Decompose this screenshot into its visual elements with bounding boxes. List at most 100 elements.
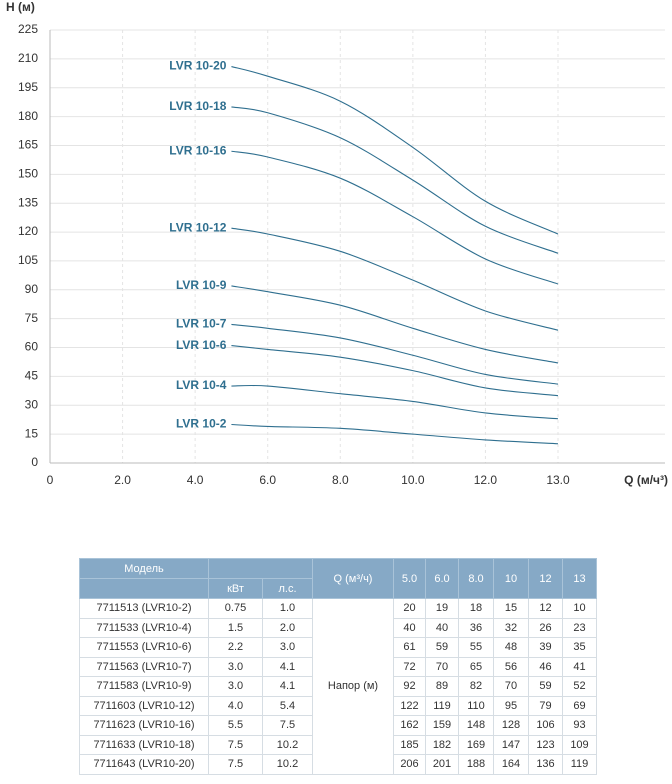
table-cell: 4.1 (262, 656, 313, 677)
y-tick-label: 135 (18, 195, 38, 209)
table-cell: 169 (458, 734, 494, 755)
table-cell: 23 (562, 617, 597, 638)
table-cell: 70 (493, 676, 529, 697)
y-tick-label: 0 (31, 455, 38, 469)
table-cell: 36 (458, 617, 494, 638)
series-label: LVR 10-12 (169, 220, 226, 234)
series-label: LVR 10-2 (176, 417, 227, 431)
table-row: Модель Q (м³/ч) 5.0 6.0 8.0 10 12 13 (79, 558, 597, 599)
table-cell: 3.0 (208, 676, 263, 697)
table-cell: 5.4 (262, 695, 313, 716)
curve (231, 285, 559, 364)
header-cell: 12 (528, 558, 563, 599)
y-tick-label: 180 (18, 109, 38, 123)
header-cell (79, 578, 209, 599)
table-cell: 3.0 (262, 637, 313, 658)
header-cell: Модель (79, 558, 209, 579)
header-cell: Q (м³/ч) (312, 558, 394, 599)
table-cell: 69 (562, 695, 597, 716)
table-cell: 188 (458, 754, 494, 775)
header-cell: 10 (493, 558, 529, 599)
table-cell: 182 (425, 734, 459, 755)
y-tick-label: 60 (25, 340, 39, 354)
table-cell: 92 (393, 676, 426, 697)
table-cell: 10.2 (262, 754, 313, 775)
spec-table: Модель Q (м³/ч) 5.0 6.0 8.0 10 12 13 кВт л.с. 7711… (79, 558, 597, 775)
table-cell: 7711633 (LVR10-18) (79, 734, 209, 755)
x-tick-label: 6.0 (259, 473, 276, 487)
table-cell: 1.5 (208, 617, 263, 638)
table-cell: 110 (458, 695, 494, 716)
series-label: LVR 10-20 (169, 59, 226, 73)
series-label: LVR 10-9 (176, 278, 227, 292)
curve (231, 323, 559, 385)
x-tick-label: 8.0 (332, 473, 349, 487)
table-cell: 10.2 (262, 734, 313, 755)
table-cell: 123 (528, 734, 563, 755)
table-cell: 2.2 (208, 637, 263, 658)
table-cell: 15 (493, 598, 529, 619)
header-cell (208, 558, 313, 579)
y-tick-label: 90 (25, 282, 39, 296)
table-cell: 206 (393, 754, 426, 775)
table-cell: 4.1 (262, 676, 313, 697)
table-row: 7711563 (LVR10-7) 3.0 4.1 72 70 65 56 46 41 (79, 656, 597, 677)
curve (231, 106, 559, 254)
header-cell: 6.0 (425, 558, 459, 599)
y-tick-label: 30 (25, 397, 39, 411)
header-cell: 8.0 (458, 558, 494, 599)
table-cell: 40 (393, 617, 426, 638)
table-cell: 109 (562, 734, 597, 755)
table-cell: 79 (528, 695, 563, 716)
table-cell: 7711553 (LVR10-6) (79, 637, 209, 658)
table-cell: 41 (562, 656, 597, 677)
table-cell: 70 (425, 656, 459, 677)
curve (231, 345, 559, 397)
table-cell: 55 (458, 637, 494, 658)
series-label: LVR 10-16 (169, 143, 226, 157)
table-cell: 7.5 (208, 734, 263, 755)
curve (231, 66, 559, 235)
y-tick-label: 120 (18, 224, 38, 238)
y-tick-label: 15 (25, 426, 39, 440)
chart: H (м) Q (м/ч³) 0 15 30 45 60 75 90 105 120 135 150… (6, 0, 668, 487)
table-cell: 19 (425, 598, 459, 619)
table-cell: 59 (528, 676, 563, 697)
header-cell: кВт (208, 578, 263, 599)
table-cell: 26 (528, 617, 563, 638)
table-cell: 72 (393, 656, 426, 677)
series-label: LVR 10-6 (176, 338, 227, 352)
curve (231, 384, 559, 420)
table-cell: 59 (425, 637, 459, 658)
table-cell: 61 (393, 637, 426, 658)
table-cell: 119 (425, 695, 459, 716)
table-cell: 2.0 (262, 617, 313, 638)
series-label: LVR 10-7 (176, 317, 227, 331)
table-cell: 35 (562, 637, 597, 658)
x-tick-label: 10.0 (401, 473, 425, 487)
table-cell: 0.75 (208, 598, 263, 619)
table-cell: 4.0 (208, 695, 263, 716)
table-cell: 20 (393, 598, 426, 619)
y-tick-label: 75 (25, 311, 39, 325)
table-cell: 7.5 (208, 754, 263, 775)
y-tick-label: 225 (18, 22, 38, 36)
table-cell: 148 (458, 715, 494, 736)
table-cell: 7711533 (LVR10-4) (79, 617, 209, 638)
table-cell: 82 (458, 676, 494, 697)
header-cell: 5.0 (393, 558, 426, 599)
table-cell: 147 (493, 734, 529, 755)
table-cell: 1.0 (262, 598, 313, 619)
table-cell: 185 (393, 734, 426, 755)
table-row: 7711553 (LVR10-6) 2.2 3.0 61 59 55 48 39 35 (79, 637, 597, 658)
header-cell: 13 (562, 558, 597, 599)
table-cell: 106 (528, 715, 563, 736)
series-label: LVR 10-18 (169, 99, 226, 113)
header-cell: л.с. (262, 578, 313, 599)
table-cell: 7711563 (LVR10-7) (79, 656, 209, 677)
table-row: 7711603 (LVR10-12) 4.0 5.4 122 119 110 95 79 69 (79, 695, 597, 716)
curve (231, 423, 559, 445)
table-row: кВт л.с. (79, 578, 597, 599)
table-cell: 12 (528, 598, 563, 619)
